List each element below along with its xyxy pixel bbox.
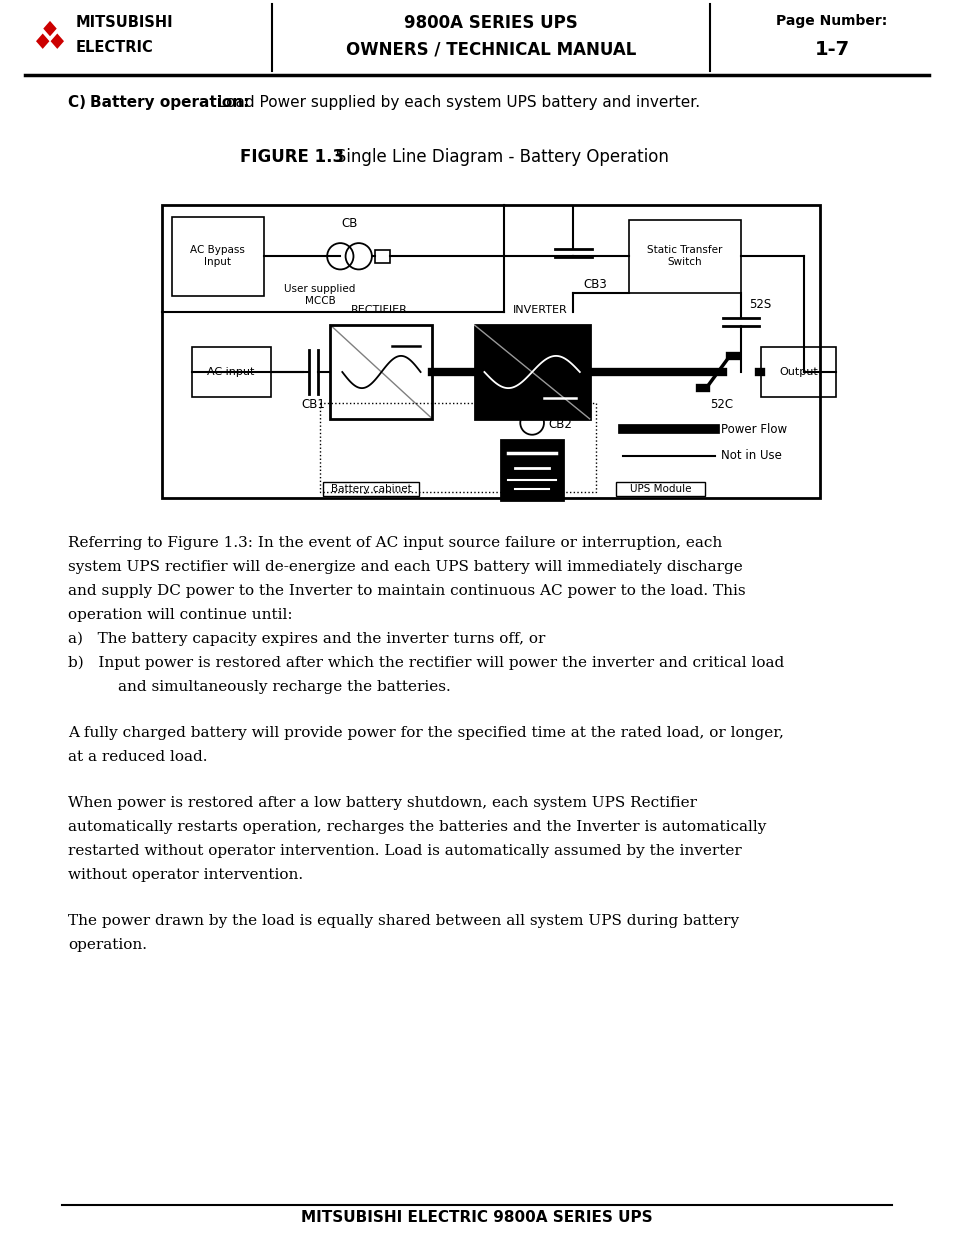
Text: automatically restarts operation, recharges the batteries and the Inverter is au: automatically restarts operation, rechar… [68,820,765,834]
Text: Not in Use: Not in Use [720,450,781,462]
Polygon shape [43,21,56,36]
Text: Referring to Figure 1.3: In the event of AC input source failure or interruption: Referring to Figure 1.3: In the event of… [68,536,721,550]
Text: Battery cabinet: Battery cabinet [330,484,411,494]
Text: 52C: 52C [709,399,732,411]
Bar [323,482,418,496]
Bar [375,249,389,263]
Text: 9800A SERIES UPS: 9800A SERIES UPS [404,14,578,32]
Text: operation will continue until:: operation will continue until: [68,608,293,622]
Text: a)   The battery capacity expires and the inverter turns off, or: a) The battery capacity expires and the … [68,632,545,646]
Bar [760,347,835,396]
Text: Load Power supplied by each system UPS battery and inverter.: Load Power supplied by each system UPS b… [213,95,700,110]
Text: AC Bypass
Input: AC Bypass Input [191,246,245,267]
Bar [162,205,820,498]
Text: C): C) [68,95,96,110]
Text: FIGURE 1.3: FIGURE 1.3 [240,148,344,165]
Bar [629,220,740,293]
Text: CB2: CB2 [548,417,572,431]
Text: CB: CB [341,216,357,230]
Text: MITSUBISHI ELECTRIC 9800A SERIES UPS: MITSUBISHI ELECTRIC 9800A SERIES UPS [301,1210,652,1225]
Text: and simultaneously recharge the batteries.: and simultaneously recharge the batterie… [118,680,450,694]
Text: restarted without operator intervention. Load is automatically assumed by the in: restarted without operator intervention.… [68,844,741,858]
Text: Static Transfer
Switch: Static Transfer Switch [647,246,722,267]
Bar [192,347,271,396]
Text: OWNERS / TECHNICAL MANUAL: OWNERS / TECHNICAL MANUAL [345,40,636,58]
Text: CB1: CB1 [301,398,325,411]
Polygon shape [51,33,64,49]
Bar [500,440,563,500]
Text: AC input: AC input [207,367,254,377]
Text: Output: Output [778,367,817,377]
Text: without operator intervention.: without operator intervention. [68,868,303,882]
Text: User supplied
MCCB: User supplied MCCB [284,284,355,306]
Bar [526,396,537,409]
Bar [330,325,432,419]
Text: The power drawn by the load is equally shared between all system UPS during batt: The power drawn by the load is equally s… [68,914,739,927]
Text: INVERTER: INVERTER [513,305,567,315]
Text: ELECTRIC: ELECTRIC [76,40,153,56]
Bar [319,403,596,492]
Bar [474,325,589,419]
Text: b)   Input power is restored after which the rectifier will power the inverter a: b) Input power is restored after which t… [68,656,783,671]
Text: Page Number:: Page Number: [776,14,886,28]
Text: 1-7: 1-7 [814,40,849,59]
Text: A fully charged battery will provide power for the specified time at the rated l: A fully charged battery will provide pow… [68,726,783,740]
Text: RECTIFIER: RECTIFIER [351,305,407,315]
Text: 52S: 52S [748,298,770,311]
Text: MITSUBISHI: MITSUBISHI [76,15,173,30]
Polygon shape [36,33,50,49]
Text: and supply DC power to the Inverter to maintain continuous AC power to the load.: and supply DC power to the Inverter to m… [68,584,745,598]
Text: UPS Module: UPS Module [629,484,691,494]
Text: operation.: operation. [68,939,147,952]
Text: at a reduced load.: at a reduced load. [68,750,208,764]
Text: system UPS rectifier will de-energize and each UPS battery will immediately disc: system UPS rectifier will de-energize an… [68,559,742,574]
Text: CB3: CB3 [582,278,606,291]
Text: Battery operation:: Battery operation: [90,95,249,110]
Text: Power Flow: Power Flow [720,422,786,436]
Text: Single Line Diagram - Battery Operation: Single Line Diagram - Battery Operation [319,148,668,165]
Text: When power is restored after a low battery shutdown, each system UPS Rectifier: When power is restored after a low batte… [68,797,697,810]
Bar [172,216,264,296]
Bar [616,482,704,496]
